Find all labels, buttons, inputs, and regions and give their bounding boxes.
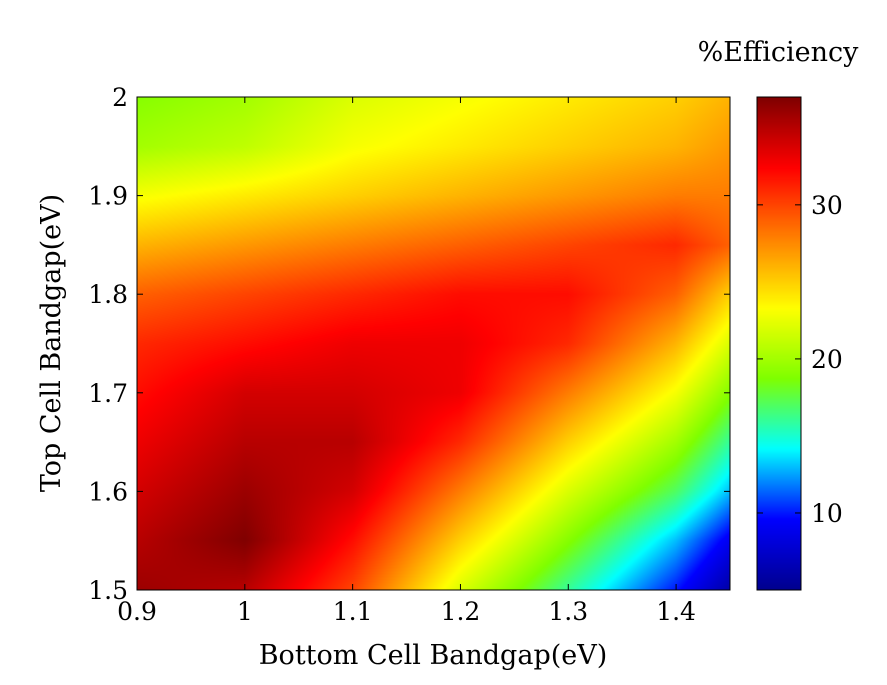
y-axis-label: Top Cell Bandgap(eV) bbox=[36, 194, 67, 492]
colorbar-tick-label: 30 bbox=[811, 191, 843, 220]
x-tick-label: 1.4 bbox=[656, 597, 696, 626]
x-tick-label: 1.2 bbox=[441, 597, 481, 626]
x-tick-label: 1 bbox=[237, 597, 253, 626]
colorbar-ticks: 10 20 30 bbox=[757, 191, 843, 528]
colorbar-frame bbox=[756, 96, 802, 591]
colorbar-gradient bbox=[757, 97, 801, 590]
y-tick-label: 1.6 bbox=[88, 477, 128, 506]
y-tick-label: 2 bbox=[112, 83, 128, 112]
x-tick-label: 1.3 bbox=[548, 597, 588, 626]
y-tick-label: 1.7 bbox=[88, 379, 128, 408]
heatmap-plot-area bbox=[137, 97, 730, 590]
y-tick-label: 1.9 bbox=[88, 182, 128, 211]
x-axis-label: Bottom Cell Bandgap(eV) bbox=[259, 640, 608, 671]
y-tick-label: 1.8 bbox=[88, 280, 128, 309]
plot-frame bbox=[136, 96, 731, 591]
x-tick-label: 1.1 bbox=[333, 597, 373, 626]
x-tick-label: 0.9 bbox=[117, 597, 157, 626]
y-tick-label: 1.5 bbox=[88, 576, 128, 605]
y-axis-ticks: 1.5 1.6 1.7 1.8 1.9 2 bbox=[88, 83, 730, 605]
colorbar-tick-label: 10 bbox=[811, 499, 843, 528]
x-axis-ticks: 0.9 1 1.1 1.2 1.3 1.4 bbox=[117, 97, 696, 626]
colorbar-label: %Efficiency bbox=[698, 37, 859, 68]
colorbar-tick-label: 20 bbox=[811, 345, 843, 374]
